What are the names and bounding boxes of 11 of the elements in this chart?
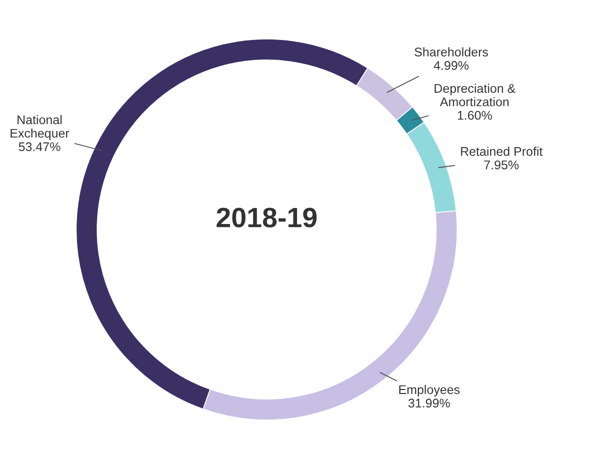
data-label: 7.95% xyxy=(484,160,519,170)
text: 2018-19 xyxy=(216,208,317,228)
data-label: 53.47% xyxy=(18,142,60,152)
data-label: 1.60% xyxy=(458,110,492,120)
slice-label: Retained Profit xyxy=(461,146,543,156)
slice-label: Depreciation & Amortization xyxy=(434,84,516,106)
slice-label: Employees xyxy=(399,384,460,397)
slice-label: Shareholders xyxy=(414,47,488,56)
data-label: 31.99% xyxy=(408,398,450,408)
slice-label: National Exchequer xyxy=(10,115,70,140)
data-label: 4.99% xyxy=(434,61,469,70)
